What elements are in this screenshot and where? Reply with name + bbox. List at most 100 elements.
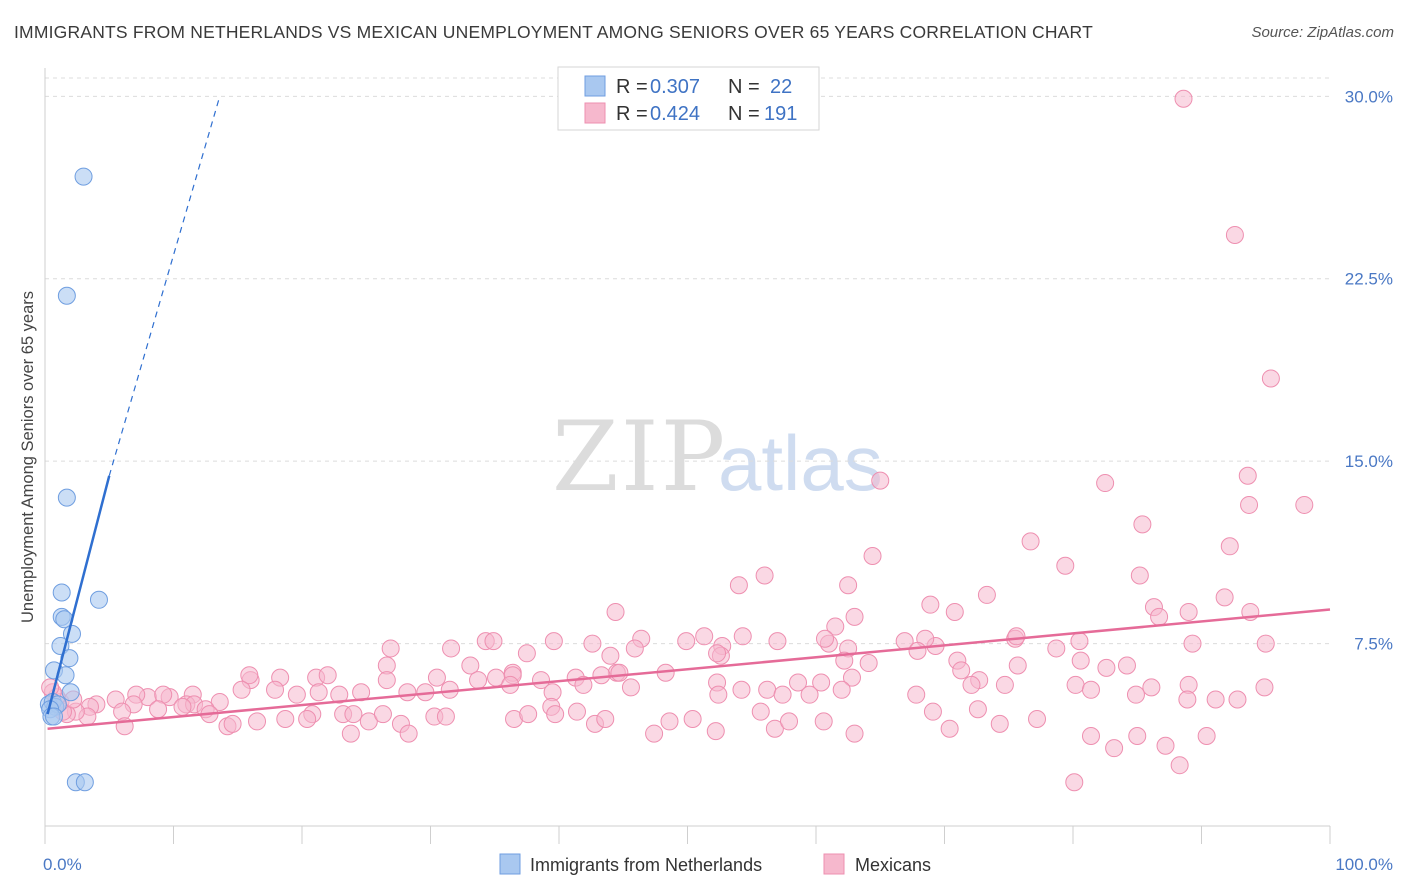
mexicans-point: [1081, 680, 1100, 699]
mexicans-point: [1178, 690, 1197, 709]
mexicans-point: [240, 666, 259, 685]
watermark: ZIP atlas: [552, 401, 883, 513]
mexicans-point: [1047, 639, 1066, 658]
mexicans-point: [574, 675, 593, 694]
mexicans-point: [484, 632, 503, 651]
mexicans-point: [309, 683, 328, 702]
mexicans-point: [839, 576, 858, 595]
netherlands-point: [75, 773, 94, 792]
mexicans-trend-line: [47, 608, 1331, 730]
mexicans-point: [1183, 634, 1202, 653]
mexicans-point: [318, 666, 337, 685]
mexicans-point: [341, 724, 360, 743]
mexicans-point: [583, 634, 602, 653]
mexicans-points: [41, 89, 1314, 792]
mexicans-point: [1070, 632, 1089, 651]
mexicans-point: [266, 680, 285, 699]
mexicans-point: [1096, 474, 1115, 493]
mexicans-point: [610, 663, 629, 682]
mexicans-point: [1128, 727, 1147, 746]
mexicans-point: [248, 712, 267, 731]
mexicans-point: [1197, 727, 1216, 746]
source-credit: Source: ZipAtlas.com: [1251, 24, 1394, 41]
mexicans-point: [1238, 466, 1257, 485]
series-legend: Immigrants from Netherlands Mexicans: [499, 853, 931, 875]
watermark-zip: ZIP: [552, 401, 727, 513]
mexicans-point: [1028, 709, 1047, 728]
mexicans-point: [677, 632, 696, 651]
y-tick-label: 22.5%: [1345, 270, 1393, 289]
mexicans-point: [826, 617, 845, 636]
mexicans-point: [298, 709, 317, 728]
mexicans-point: [908, 641, 927, 660]
mexicans-point: [621, 678, 640, 697]
netherlands-trend-extension: [108, 96, 221, 476]
mexicans-point: [1225, 225, 1244, 244]
mexicans-point: [789, 673, 808, 692]
mexicans-point: [625, 639, 644, 658]
mexicans-point: [1150, 607, 1169, 626]
mexicans-point: [330, 685, 349, 704]
mexicans-point: [733, 627, 752, 646]
mexicans-point: [373, 705, 392, 724]
netherlands-point: [89, 590, 108, 609]
mexicans-point: [800, 685, 819, 704]
mexicans-point: [1081, 727, 1100, 746]
trend-lines: [46, 96, 1331, 730]
mexicans-point: [842, 668, 861, 687]
mexicans-point: [1071, 651, 1090, 670]
mexicans-point: [596, 709, 615, 728]
mexicans-point: [232, 680, 251, 699]
mexicans-point: [1007, 627, 1026, 646]
mexicans-point: [1261, 369, 1280, 388]
y-axis-label: Unemployment Among Seniors over 65 years: [19, 291, 37, 623]
mexicans-point: [1126, 685, 1145, 704]
mexicans-point: [758, 680, 777, 699]
chart-title: IMMIGRANTS FROM NETHERLANDS VS MEXICAN U…: [14, 22, 1093, 42]
mexicans-point: [1220, 537, 1239, 556]
mexicans-point: [765, 719, 784, 738]
mexicans-point: [1240, 495, 1259, 514]
mexicans-point: [461, 656, 480, 675]
netherlands-point: [57, 488, 76, 507]
mexicans-point: [1156, 736, 1175, 755]
mexicans-point: [1008, 656, 1027, 675]
mexicans-point: [1179, 602, 1198, 621]
mexicans-point: [708, 644, 727, 663]
bottom-legend-label-netherlands: Immigrants from Netherlands: [530, 855, 762, 875]
mexicans-point: [768, 632, 787, 651]
x-tick-label: 0.0%: [43, 855, 82, 874]
mexicans-point: [149, 700, 168, 719]
mexicans-point: [398, 683, 417, 702]
mexicans-point: [1133, 515, 1152, 534]
mexicans-point: [1142, 678, 1161, 697]
netherlands-point: [74, 167, 93, 186]
bottom-legend-swatch-netherlands: [499, 853, 521, 875]
mexicans-point: [812, 673, 831, 692]
mexicans-point: [832, 680, 851, 699]
legend-swatch-blue: [584, 75, 606, 97]
mexicans-point: [962, 675, 981, 694]
mexicans-point: [952, 661, 971, 680]
mexicans-point: [567, 702, 586, 721]
mexicans-point: [276, 709, 295, 728]
mexicans-point: [601, 646, 620, 665]
mexicans-point: [359, 712, 378, 731]
mexicans-point: [729, 576, 748, 595]
mexicans-point: [1174, 89, 1193, 108]
mexicans-point: [814, 712, 833, 731]
mexicans-point: [399, 724, 418, 743]
legend-n-label-1: N =: [728, 76, 760, 98]
mexicans-point: [427, 668, 446, 687]
mexicans-point: [706, 722, 725, 741]
mexicans-point: [436, 707, 455, 726]
y-tick-label: 7.5%: [1354, 635, 1393, 654]
mexicans-point: [1228, 690, 1247, 709]
netherlands-point: [61, 683, 80, 702]
mexicans-point: [709, 685, 728, 704]
mexicans-point: [1105, 739, 1124, 758]
mexicans-point: [921, 595, 940, 614]
mexicans-point: [863, 547, 882, 566]
legend-r-value-2: 0.424: [650, 103, 700, 125]
